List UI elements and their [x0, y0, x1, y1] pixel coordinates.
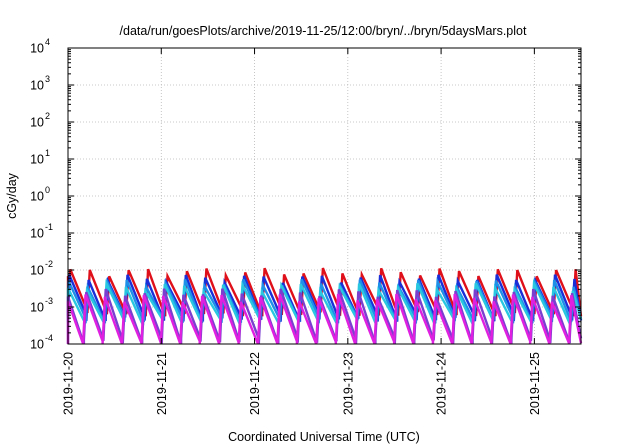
y-tick-exponent: 1 — [45, 148, 50, 158]
x-tick-label: 2019-11-23 — [341, 352, 355, 415]
y-tick-exponent: -1 — [45, 222, 53, 232]
y-tick-label: 10 — [30, 338, 44, 352]
x-tick-label: 2019-11-20 — [62, 352, 76, 415]
y-tick-exponent: 0 — [45, 185, 50, 195]
x-tick-label: 2019-11-25 — [528, 352, 542, 415]
x-tick-label: 2019-11-24 — [435, 352, 449, 415]
x-axis-label: Coordinated Universal Time (UTC) — [228, 430, 420, 444]
chart-title: /data/run/goesPlots/archive/2019-11-25/1… — [120, 24, 527, 38]
x-tick-label: 2019-11-22 — [248, 352, 262, 415]
y-tick-exponent: -4 — [45, 333, 53, 343]
y-tick-label: 10 — [30, 153, 44, 167]
series-line — [66, 293, 583, 345]
y-tick-exponent: -3 — [45, 296, 53, 306]
y-tick-label: 10 — [30, 116, 44, 130]
x-axis: 2019-11-20 2019-11-21 2019-11-22 2019-11-23… — [62, 48, 542, 415]
series-lines — [66, 267, 583, 345]
y-tick-label: 10 — [30, 79, 44, 93]
y-axis-label: cGy/day — [5, 172, 19, 219]
y-tick-exponent: 2 — [45, 111, 50, 121]
y-tick-label: 10 — [30, 42, 44, 56]
y-tick-label: 10 — [30, 227, 44, 241]
y-tick-exponent: 3 — [45, 74, 50, 84]
y-tick-label: 10 — [30, 301, 44, 315]
x-tick-label: 2019-11-21 — [155, 352, 169, 415]
y-tick-label: 10 — [30, 264, 44, 278]
y-tick-exponent: -2 — [45, 259, 53, 269]
y-tick-exponent: 4 — [45, 37, 50, 47]
y-tick-label: 10 — [30, 190, 44, 204]
